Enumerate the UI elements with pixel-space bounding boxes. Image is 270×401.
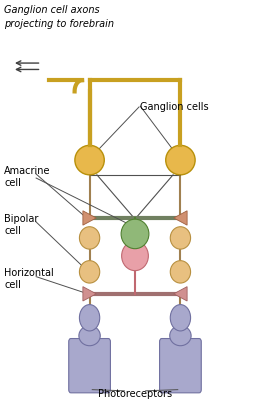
FancyBboxPatch shape <box>85 318 94 329</box>
Text: Amacrine
cell: Amacrine cell <box>4 166 50 188</box>
Text: Ganglion cells: Ganglion cells <box>140 102 209 112</box>
Ellipse shape <box>170 305 191 331</box>
Ellipse shape <box>170 326 191 346</box>
Ellipse shape <box>121 220 149 249</box>
FancyBboxPatch shape <box>160 339 201 393</box>
Ellipse shape <box>170 261 191 284</box>
Polygon shape <box>174 287 187 301</box>
FancyBboxPatch shape <box>176 318 185 329</box>
Ellipse shape <box>170 227 191 249</box>
Polygon shape <box>174 211 187 226</box>
Ellipse shape <box>79 305 100 331</box>
Text: Ganglion cell axons
projecting to forebrain: Ganglion cell axons projecting to forebr… <box>4 5 114 28</box>
Polygon shape <box>83 211 96 226</box>
Ellipse shape <box>122 241 148 271</box>
Text: Photoreceptors: Photoreceptors <box>98 388 172 398</box>
Ellipse shape <box>79 326 100 346</box>
Text: Bipolar
cell: Bipolar cell <box>4 213 38 235</box>
Ellipse shape <box>79 261 100 284</box>
Polygon shape <box>83 287 96 301</box>
Text: Horizontal
cell: Horizontal cell <box>4 267 54 290</box>
Ellipse shape <box>166 146 195 175</box>
Ellipse shape <box>75 146 104 175</box>
FancyBboxPatch shape <box>69 339 110 393</box>
Ellipse shape <box>79 227 100 249</box>
